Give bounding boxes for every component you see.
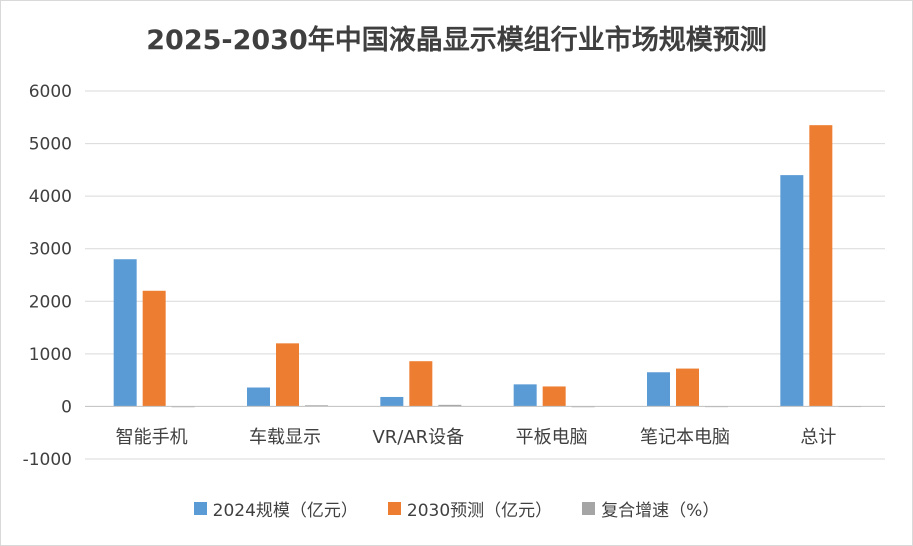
bar-2-3 <box>409 361 433 407</box>
x-tick-label: 笔记本电脑 <box>640 427 730 448</box>
bar-1-1 <box>113 259 137 407</box>
bar-1-3 <box>380 396 404 407</box>
legend-label: 复合增速（%） <box>601 501 720 521</box>
x-tick-label: 智能手机 <box>116 427 188 448</box>
y-tick-label: 5000 <box>29 135 72 155</box>
bar-2-1 <box>142 290 166 407</box>
bar-3-3 <box>438 404 462 407</box>
legend: 2024规模（亿元） 2030预测（亿元） 复合增速（%） <box>0 496 913 521</box>
legend-item-3: 复合增速（%） <box>582 496 719 521</box>
legend-label: 2024规模（亿元） <box>212 501 358 521</box>
bar-1-5 <box>647 372 670 407</box>
x-tick-label: 总计 <box>800 427 836 448</box>
legend-label: 2030预测（亿元） <box>406 501 553 521</box>
legend-swatch <box>582 502 596 515</box>
x-tick-label: 车载显示 <box>249 427 321 448</box>
y-tick-label: 6000 <box>29 82 72 102</box>
bar-2-4 <box>542 386 566 407</box>
chart-title: 2025-2030年中国液晶显示模组行业市场规模预测 <box>146 25 767 56</box>
gridlines <box>85 90 885 460</box>
y-axis: 6000 5000 4000 3000 2000 1000 0 -1000 <box>23 82 72 470</box>
bar-1-4 <box>513 384 537 407</box>
y-tick-label: -1000 <box>23 450 72 470</box>
bar-2-2 <box>276 343 299 407</box>
bar-3-2 <box>305 405 328 407</box>
bars <box>113 125 862 408</box>
bar-2-5 <box>676 368 699 407</box>
bar-1-6 <box>780 175 804 407</box>
y-tick-label: 4000 <box>29 187 72 207</box>
legend-item-1: 2024规模（亿元） <box>193 496 358 521</box>
legend-swatch <box>387 502 401 515</box>
x-tick-label: VR/AR设备 <box>372 427 464 448</box>
bar-2-6 <box>809 125 833 407</box>
x-axis: 智能手机 车载显示 VR/AR设备 平板电脑 笔记本电脑 总计 <box>85 405 885 448</box>
y-tick-label: 0 <box>61 397 72 417</box>
y-tick-label: 1000 <box>29 345 72 365</box>
y-tick-label: 2000 <box>29 292 72 312</box>
x-tick-label: 平板电脑 <box>516 427 588 448</box>
bar-1-2 <box>247 387 270 407</box>
legend-swatch <box>193 502 207 515</box>
legend-item-2: 2030预测（亿元） <box>387 496 553 521</box>
y-tick-label: 3000 <box>29 240 72 260</box>
